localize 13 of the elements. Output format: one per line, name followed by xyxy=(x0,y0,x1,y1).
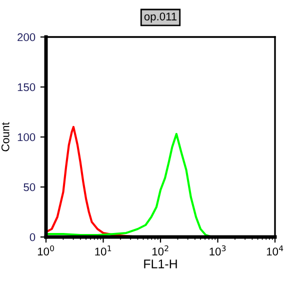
y-tick-label: 200 xyxy=(18,33,36,42)
x-axis-title: FL1-H xyxy=(144,260,177,268)
x-tick-label: 10$^{3}$ xyxy=(210,245,226,256)
x-tick-label: 10$^{0}$ xyxy=(38,245,54,256)
x-tick-label: 10$^{4}$ xyxy=(266,245,284,256)
y-tick-label: 0 xyxy=(30,233,36,242)
x-tick-label: 10$^{1}$ xyxy=(95,245,112,256)
chart-title: op.011 xyxy=(144,12,177,23)
y-tick-label: 100 xyxy=(18,133,36,142)
x-tick-label: 10$^{2}$ xyxy=(152,245,168,256)
y-tick-label: 150 xyxy=(18,83,36,92)
y-axis-title: Count xyxy=(1,122,10,152)
y-tick-label: 50 xyxy=(24,183,36,192)
